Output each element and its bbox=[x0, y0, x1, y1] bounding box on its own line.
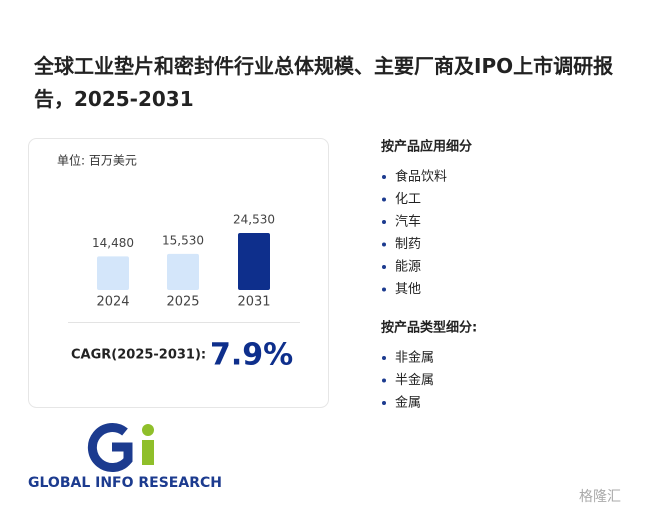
logo-text: GLOBAL INFO RESEARCH bbox=[28, 475, 222, 491]
logo-dot bbox=[142, 424, 154, 436]
value-label: 15,530 bbox=[162, 233, 204, 247]
segment-title: 按产品应用细分 bbox=[381, 139, 472, 155]
bar bbox=[167, 253, 199, 290]
bullet bbox=[382, 175, 386, 179]
logo: GLOBAL INFO RESEARCH bbox=[28, 423, 222, 491]
segment-item: 半金属 bbox=[395, 372, 434, 388]
segment-item: 非金属 bbox=[395, 350, 434, 366]
value-label: 14,480 bbox=[92, 236, 134, 250]
segment-item: 能源 bbox=[395, 260, 421, 275]
x-tick-label: 2031 bbox=[237, 295, 270, 310]
x-tick-label: 2025 bbox=[166, 295, 199, 310]
value-label: 24,530 bbox=[233, 213, 275, 227]
unit-label: 单位: 百万美元 bbox=[57, 153, 137, 168]
bullet bbox=[382, 287, 386, 292]
bullet bbox=[382, 265, 386, 269]
bullet bbox=[382, 220, 386, 224]
segment-item: 其他 bbox=[395, 282, 421, 297]
bullet bbox=[382, 378, 386, 383]
segment-title: 按产品类型细分: bbox=[381, 320, 477, 336]
segment-item: 汽车 bbox=[395, 214, 421, 230]
bullet bbox=[382, 356, 386, 360]
segment-item: 金属 bbox=[395, 395, 421, 411]
bar bbox=[97, 256, 129, 290]
bullet bbox=[382, 401, 386, 405]
cagr-value: 7.9% bbox=[210, 338, 293, 373]
bullet bbox=[382, 242, 386, 247]
bullet bbox=[382, 197, 386, 202]
logo-i bbox=[142, 440, 154, 465]
cagr-label: CAGR(2025-2031): bbox=[71, 348, 206, 363]
logo-g bbox=[87, 423, 133, 472]
segment-item: 化工 bbox=[395, 192, 421, 207]
x-tick-label: 2024 bbox=[96, 295, 129, 310]
watermark: 格隆汇 bbox=[579, 489, 621, 505]
segment-item: 食品饮料 bbox=[395, 169, 447, 185]
title: 全球工业垫片和密封件行业总体规模、主要厂商及IPO上市调研报告，2025-203… bbox=[34, 54, 614, 111]
segment-item: 制药 bbox=[395, 237, 421, 252]
bar bbox=[238, 233, 270, 290]
